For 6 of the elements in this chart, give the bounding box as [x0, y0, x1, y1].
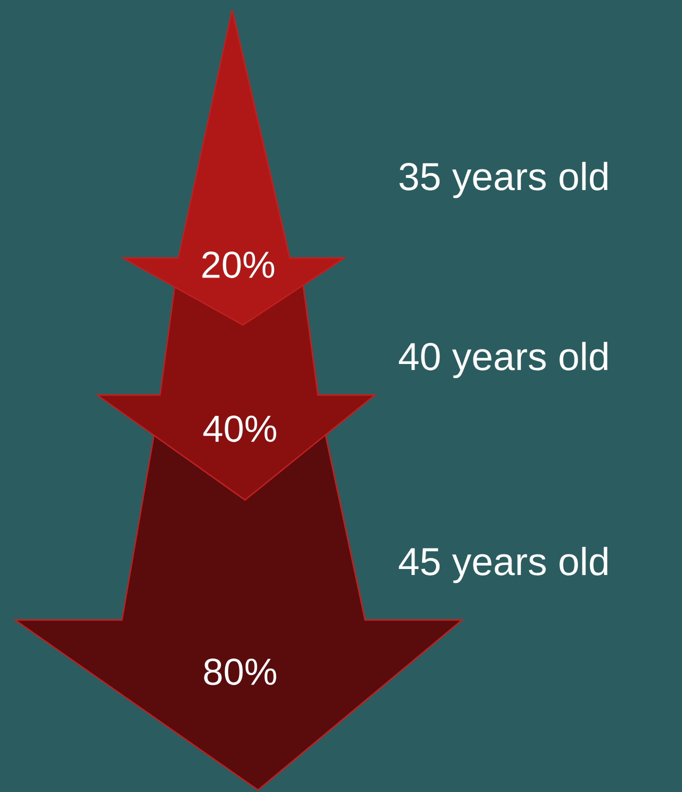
category-label: 35 years old [399, 162, 608, 198]
data-label: 20% [202, 252, 274, 278]
category-label: 45 years old [398, 546, 608, 584]
data-label: 40% [203, 416, 276, 442]
data-label: 80% [204, 658, 276, 686]
category-label: 40 years old [398, 342, 608, 378]
